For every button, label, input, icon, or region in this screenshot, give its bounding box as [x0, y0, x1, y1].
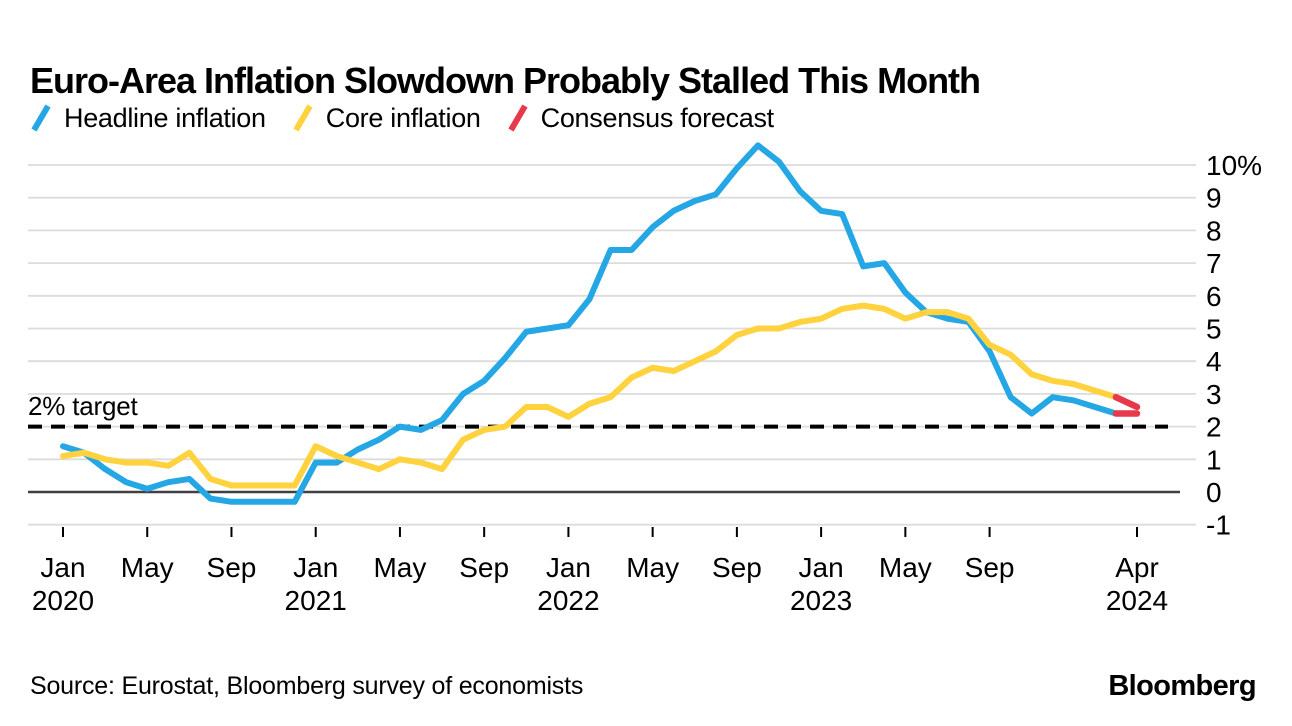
svg-text:Sep: Sep	[965, 552, 1015, 583]
svg-text:0: 0	[1206, 477, 1222, 508]
svg-text:Jan: Jan	[40, 552, 85, 583]
svg-text:Sep: Sep	[712, 552, 762, 583]
legend-label-forecast: Consensus forecast	[540, 102, 775, 133]
svg-text:-1: -1	[1206, 510, 1231, 541]
target-annotation-label: 2% target	[28, 391, 138, 421]
core-line-swatch-icon	[293, 104, 313, 132]
legend-label-core: Core inflation	[325, 102, 481, 133]
source-text: Source: Eurostat, Bloomberg survey of ec…	[30, 672, 584, 700]
svg-text:May: May	[373, 552, 426, 583]
svg-text:Jan: Jan	[546, 552, 591, 583]
svg-text:May: May	[879, 552, 932, 583]
headline-line-swatch-icon	[31, 104, 51, 132]
svg-text:2024: 2024	[1106, 585, 1168, 616]
svg-text:Jan: Jan	[293, 552, 338, 583]
svg-text:2021: 2021	[285, 585, 347, 616]
svg-text:5: 5	[1206, 314, 1222, 345]
svg-text:Apr: Apr	[1115, 552, 1159, 583]
forecast-line-swatch-icon	[508, 104, 528, 132]
svg-text:May: May	[626, 552, 679, 583]
svg-text:10%: 10%	[1206, 150, 1262, 181]
svg-text:Jan: Jan	[799, 552, 844, 583]
svg-text:4: 4	[1206, 346, 1222, 377]
legend-item-headline: Headline inflation	[30, 102, 266, 134]
bloomberg-logo: Bloomberg	[1108, 670, 1256, 702]
svg-text:7: 7	[1206, 248, 1222, 279]
legend-item-forecast: Consensus forecast	[507, 102, 774, 134]
legend-label-headline: Headline inflation	[64, 102, 266, 133]
svg-text:Sep: Sep	[459, 552, 509, 583]
svg-text:2020: 2020	[32, 585, 94, 616]
svg-text:2022: 2022	[537, 585, 599, 616]
svg-text:3: 3	[1206, 379, 1222, 410]
svg-text:1: 1	[1206, 444, 1222, 475]
svg-text:May: May	[121, 552, 174, 583]
svg-text:Sep: Sep	[207, 552, 257, 583]
page-title: Euro-Area Inflation Slowdown Probably St…	[30, 60, 981, 102]
svg-text:2023: 2023	[790, 585, 852, 616]
chart-legend: Headline inflation Core inflation Consen…	[30, 102, 774, 134]
svg-text:6: 6	[1206, 281, 1222, 312]
svg-text:8: 8	[1206, 215, 1222, 246]
legend-item-core: Core inflation	[292, 102, 481, 134]
svg-text:9: 9	[1206, 183, 1222, 214]
svg-text:2: 2	[1206, 412, 1222, 443]
